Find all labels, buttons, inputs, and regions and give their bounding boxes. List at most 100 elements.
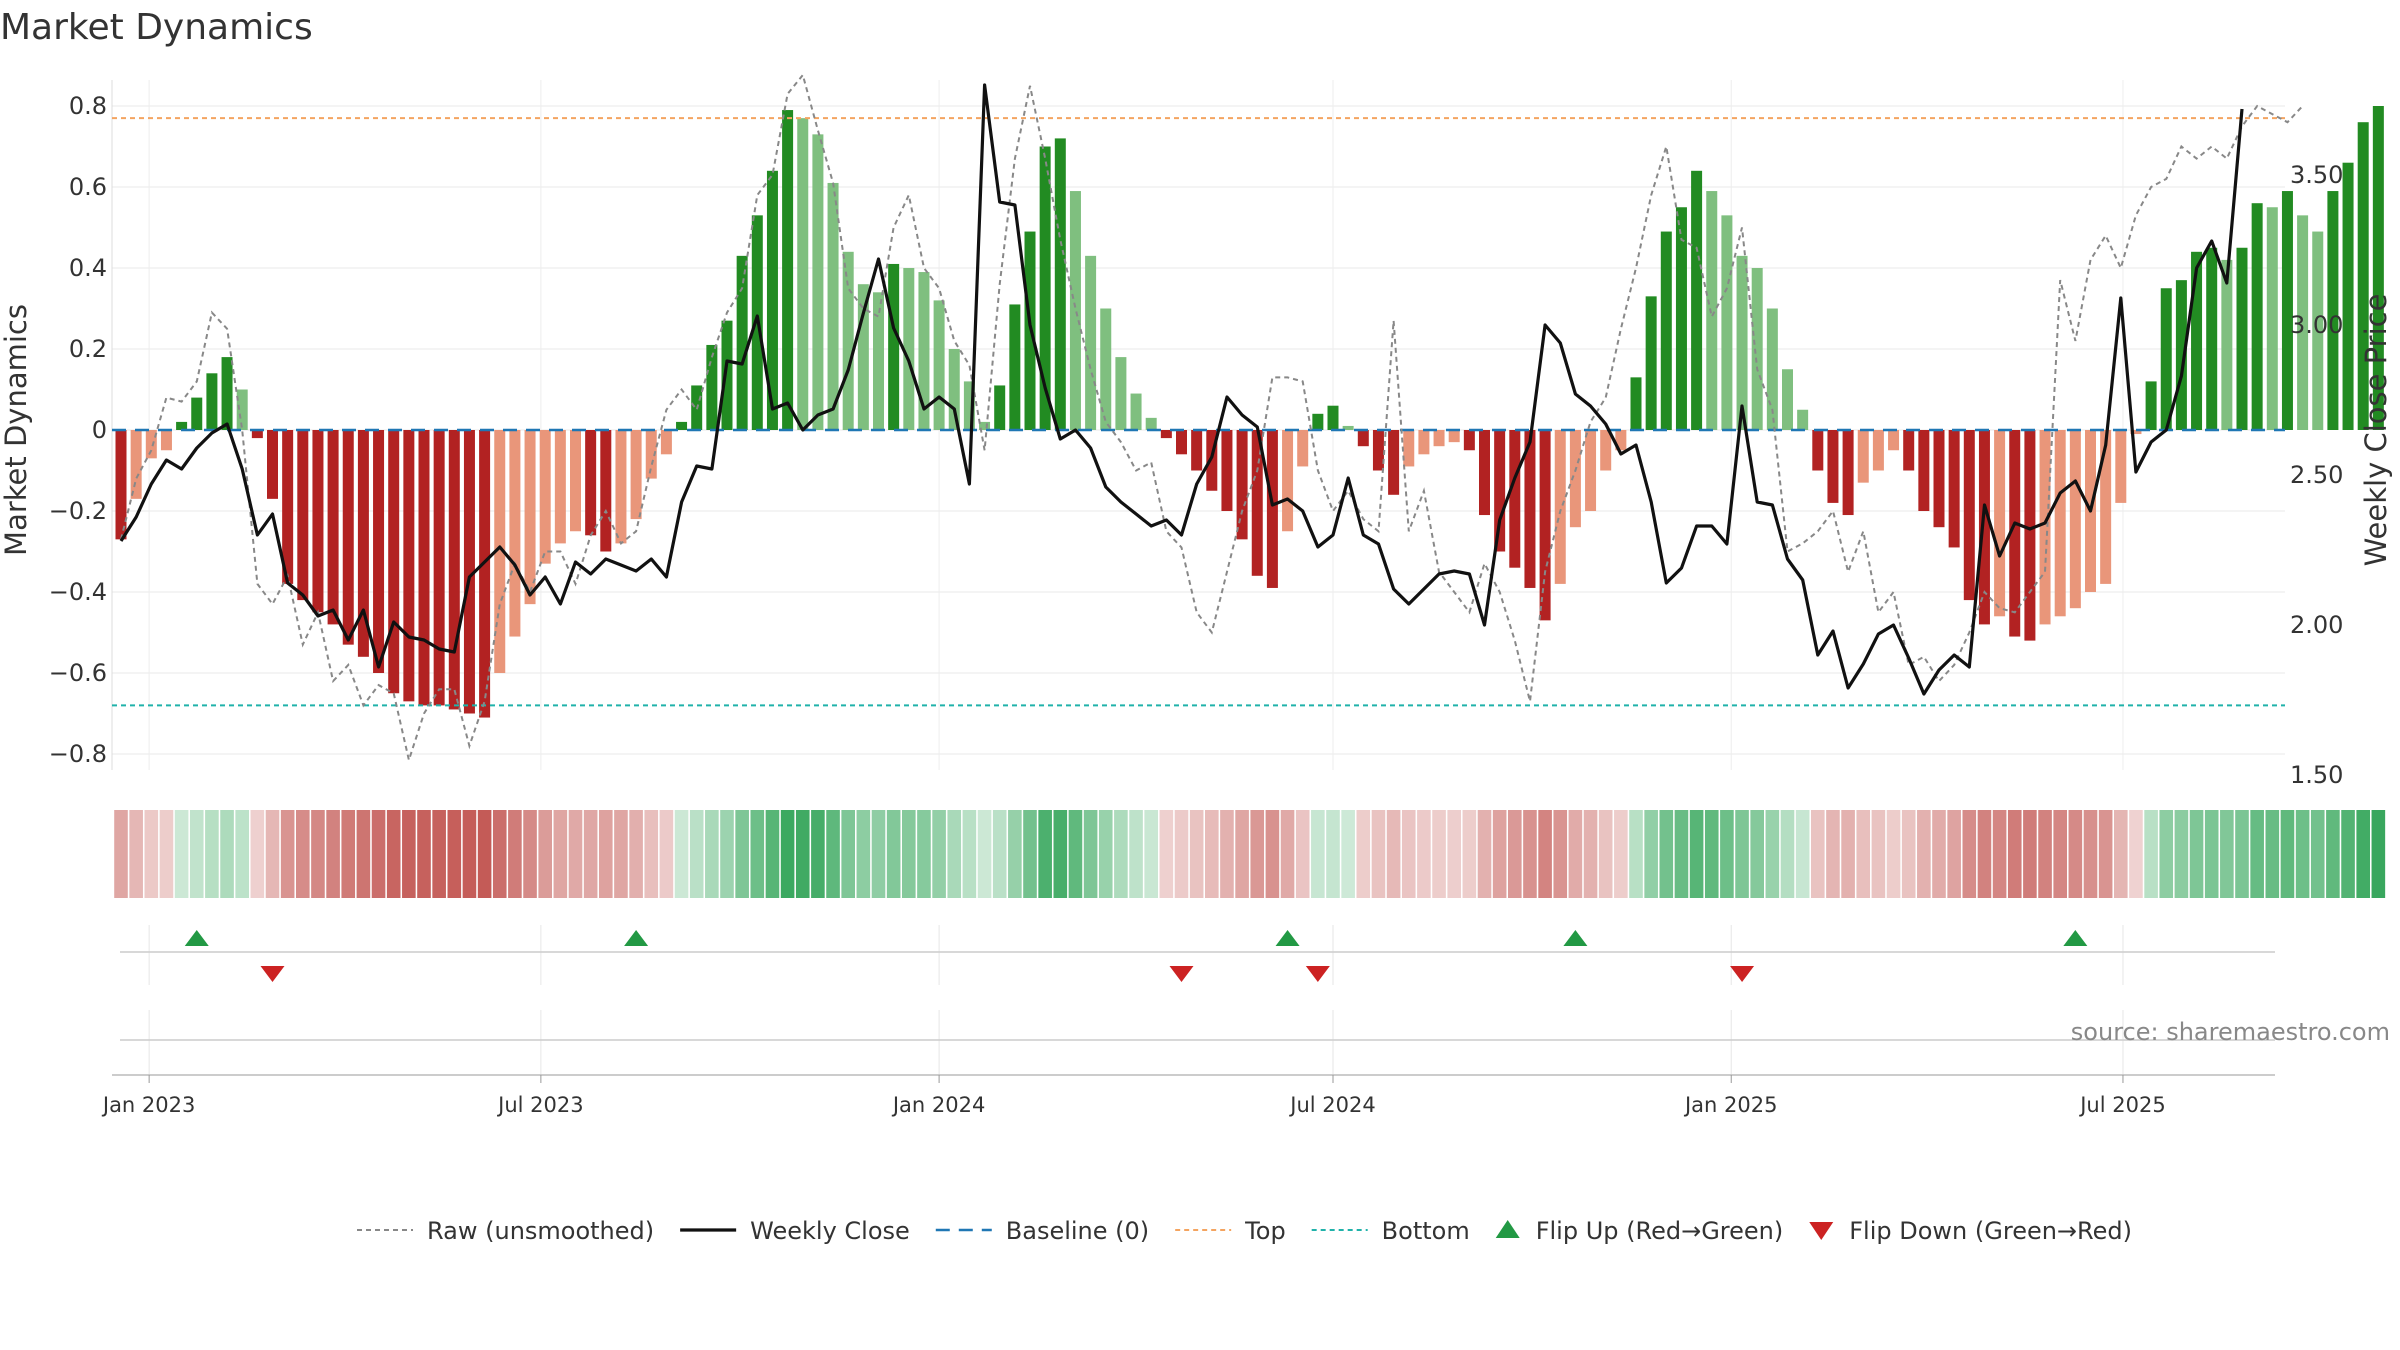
- strip-cell: [129, 810, 143, 898]
- strip-cell: [932, 810, 946, 898]
- strip-cell: [1235, 810, 1249, 898]
- bar: [1494, 430, 1506, 552]
- strip-cell: [1508, 810, 1522, 898]
- strip-cell: [1871, 810, 1886, 898]
- strip-cell: [659, 810, 674, 898]
- strip-cell: [1750, 810, 1764, 898]
- strip-cell: [1295, 810, 1310, 898]
- bar: [1236, 430, 1248, 540]
- bar: [448, 430, 460, 710]
- strip-cell: [2295, 810, 2310, 898]
- strip-cell: [250, 810, 265, 898]
- bar: [1039, 146, 1051, 430]
- strip-cell: [886, 810, 901, 898]
- bar: [2145, 381, 2157, 430]
- bar: [1342, 425, 1354, 430]
- bar: [1130, 393, 1142, 430]
- strip-cell: [1947, 810, 1961, 898]
- y2-tick-label: 1.50: [2290, 761, 2343, 789]
- bar: [873, 292, 884, 430]
- strip-cell: [311, 810, 325, 898]
- strip-cell: [205, 810, 219, 898]
- bar: [1176, 430, 1187, 455]
- strip-cell: [674, 810, 689, 898]
- strip-cell: [1326, 810, 1340, 898]
- bar: [1418, 430, 1430, 455]
- strip-cell: [1462, 810, 1477, 898]
- legend: Raw (unsmoothed) Weekly Close Baseline (0)…: [357, 1217, 2132, 1245]
- bar: [1524, 430, 1536, 588]
- strip-cell: [2280, 810, 2295, 898]
- strip-cell: [356, 810, 371, 898]
- x-axis-ticks: Jan 2023 Jul 2023 Jan 2024 Jul 2024 Jan 2025…: [101, 1075, 2166, 1117]
- bar: [1872, 430, 1884, 471]
- bar: [206, 373, 218, 430]
- strip-cell: [462, 810, 477, 898]
- strip-cell: [1159, 810, 1174, 898]
- strip-cell: [1447, 810, 1461, 898]
- strip-cell: [568, 810, 583, 898]
- strip-cell: [1538, 810, 1552, 898]
- strip-cell: [2068, 810, 2083, 898]
- bar: [1569, 430, 1581, 528]
- strip-cell: [1765, 810, 1780, 898]
- bar: [1297, 430, 1309, 467]
- bar: [297, 430, 309, 601]
- strip-cell: [1083, 810, 1098, 898]
- bar: [842, 251, 854, 430]
- bar: [1888, 430, 1900, 451]
- bar: [1433, 430, 1445, 447]
- bar: [1645, 296, 1657, 430]
- strip-cell: [1038, 810, 1052, 898]
- y-tick-label: −0.4: [49, 578, 107, 606]
- strip-cell: [2235, 810, 2249, 898]
- bar: [1479, 430, 1490, 516]
- bar: [918, 272, 930, 430]
- bar: [1918, 430, 1930, 511]
- bar: [797, 118, 809, 431]
- strip-cell: [1189, 810, 1204, 898]
- bar: [267, 430, 278, 499]
- bar: [1600, 430, 1612, 471]
- bar: [1266, 430, 1278, 588]
- strip-cell: [2129, 810, 2143, 898]
- strip-cell: [1371, 810, 1386, 898]
- legend-label: Flip Down (Green→Red): [1849, 1217, 2132, 1245]
- bar: [1282, 430, 1294, 532]
- y2-tick-label: 3.50: [2290, 161, 2343, 189]
- strip-cell: [477, 810, 492, 898]
- strip-cell: [841, 810, 855, 898]
- strip-cell: [1432, 810, 1446, 898]
- strip-cell: [2007, 810, 2022, 898]
- strip-cell: [386, 810, 401, 898]
- strip-cell: [1008, 810, 1022, 898]
- bar: [2191, 251, 2203, 430]
- bar: [403, 430, 415, 702]
- bar: [1660, 231, 1672, 430]
- strip-cell: [1144, 810, 1158, 898]
- color-strip: [114, 810, 2386, 898]
- bar: [1539, 430, 1551, 621]
- strip-cell: [1901, 810, 1916, 898]
- strip-cell: [1689, 810, 1704, 898]
- strip-cell: [599, 810, 613, 898]
- bar: [645, 430, 657, 479]
- strip-cell: [1553, 810, 1568, 898]
- bar: [1827, 430, 1839, 503]
- bar: [994, 385, 1006, 430]
- strip-cell: [1811, 810, 1825, 898]
- strip-cell: [1477, 810, 1492, 898]
- strip-cell: [1886, 810, 1901, 898]
- x-tick-label: Jan 2024: [891, 1093, 986, 1117]
- bar: [660, 430, 672, 455]
- y-tick-label: 0.4: [69, 254, 107, 282]
- bar: [327, 430, 339, 625]
- strip-cell: [2310, 810, 2325, 898]
- bar: [2100, 430, 2112, 584]
- bar: [251, 430, 263, 439]
- bar: [539, 430, 551, 564]
- legend-label: Top: [1244, 1217, 1286, 1245]
- bar: [1448, 430, 1460, 443]
- strip-cell: [871, 810, 886, 898]
